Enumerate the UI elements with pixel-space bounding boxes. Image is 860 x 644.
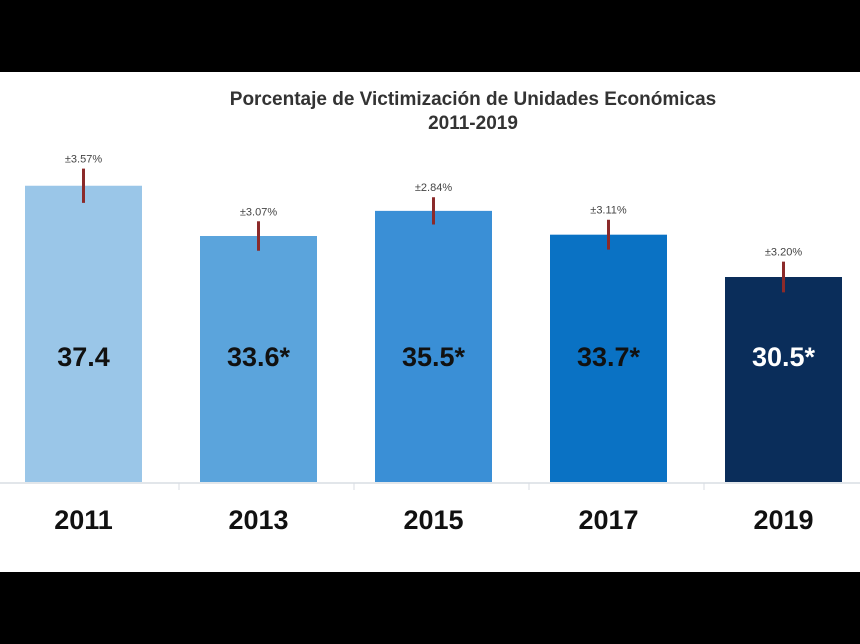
x-tick-label: 2019 <box>753 505 813 535</box>
chart-title: Porcentaje de Victimización de Unidades … <box>229 89 717 110</box>
bar-2017 <box>550 234 667 482</box>
bar-2019 <box>725 277 842 482</box>
value-label: 30.5* <box>752 342 816 372</box>
chart-subtitle: 2011-2019 <box>428 113 518 134</box>
error-label: ±3.11% <box>590 205 627 217</box>
x-tick-label: 2015 <box>403 505 463 535</box>
bar-2013 <box>200 236 317 482</box>
error-label: ±2.84% <box>415 182 452 194</box>
bar-2015 <box>375 210 492 482</box>
x-tick-label: 2013 <box>228 505 288 535</box>
error-label: ±3.07% <box>240 206 277 218</box>
x-tick-label: 2017 <box>578 505 638 535</box>
bar-2011 <box>25 185 142 482</box>
error-label: ±3.20% <box>765 247 802 259</box>
value-label: 35.5* <box>402 342 466 372</box>
value-label: 37.4 <box>57 342 110 372</box>
chart-title-block: Porcentaje de Victimización de Unidades … <box>0 88 860 136</box>
value-label: 33.7* <box>577 342 641 372</box>
value-label: 33.6* <box>227 342 291 372</box>
error-label: ±3.57% <box>65 154 102 166</box>
x-tick-label: 2011 <box>54 505 113 535</box>
